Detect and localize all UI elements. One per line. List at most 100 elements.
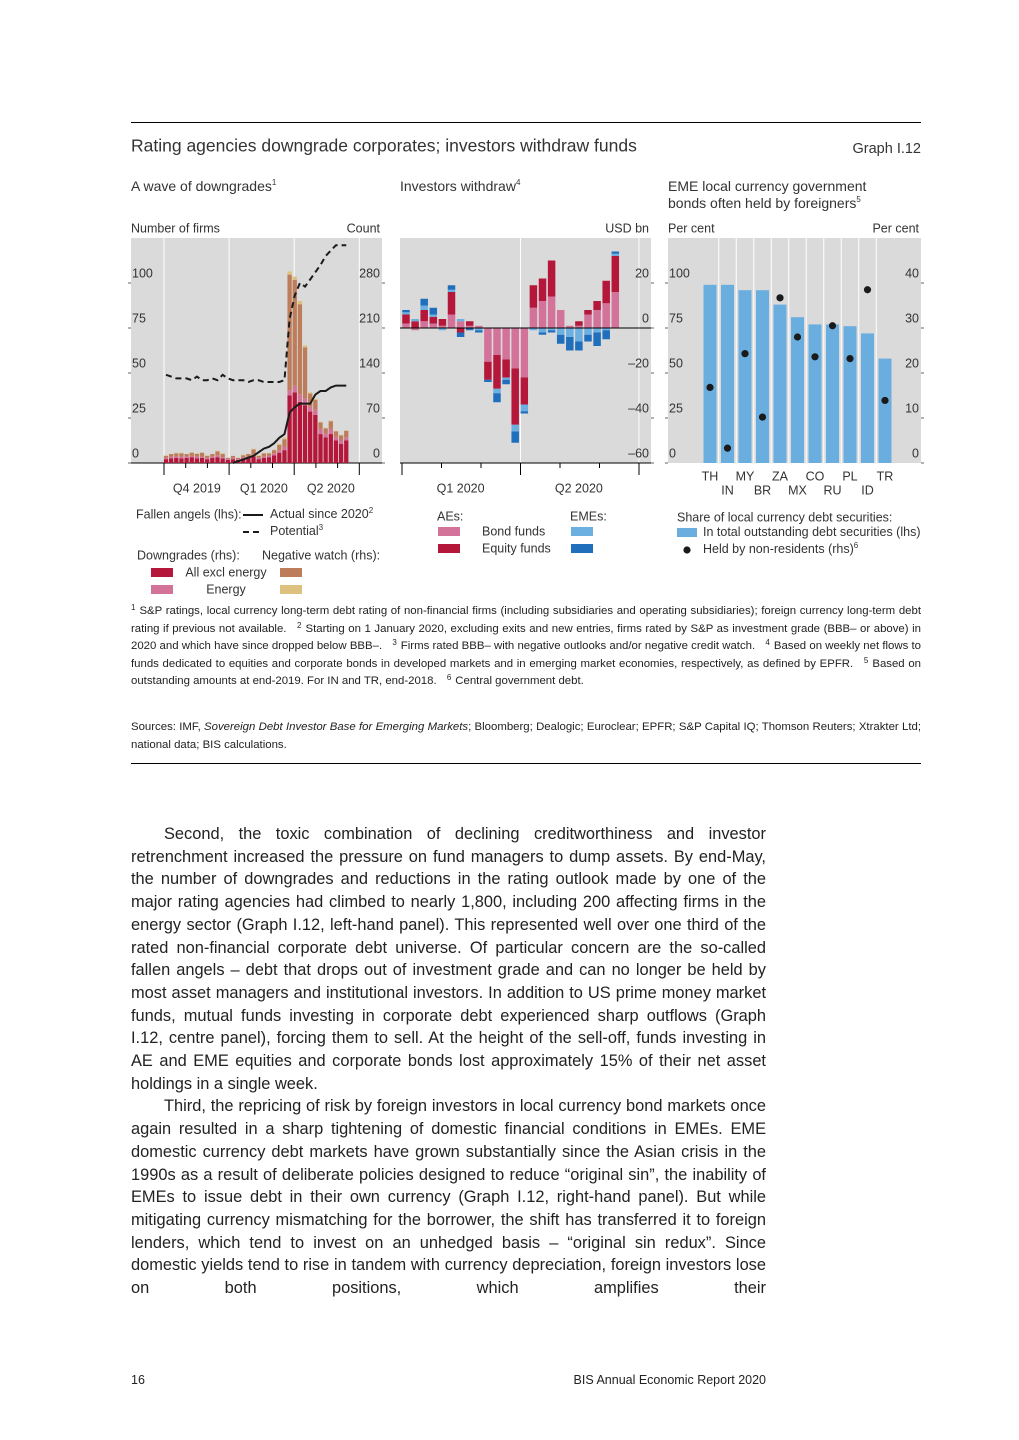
bar xyxy=(256,455,261,458)
legend-label: Actual since 20202 xyxy=(270,506,374,522)
bar xyxy=(344,437,349,441)
bar xyxy=(225,459,230,463)
bar xyxy=(302,398,308,406)
bar xyxy=(547,328,556,331)
panel-title: bonds often held by foreigners5 xyxy=(668,195,861,211)
bar xyxy=(179,456,184,459)
bar xyxy=(529,307,538,328)
bar xyxy=(210,457,215,463)
bar xyxy=(174,453,179,457)
y-tick-label: 0 xyxy=(669,446,676,460)
bar xyxy=(266,455,272,458)
bar xyxy=(493,328,501,355)
footnote-mark: 1 xyxy=(131,603,136,612)
bar xyxy=(302,347,308,399)
bar xyxy=(261,453,266,457)
bar xyxy=(556,334,565,344)
dot xyxy=(881,396,889,405)
bar xyxy=(313,409,318,415)
publication: BIS Annual Economic Report 2020 xyxy=(573,1373,766,1387)
bar xyxy=(843,326,857,463)
dot xyxy=(811,353,819,361)
dot xyxy=(793,333,802,341)
y-tick-label: 210 xyxy=(359,311,380,325)
footnote-mark: 4 xyxy=(765,638,770,647)
bar xyxy=(411,328,419,331)
bar xyxy=(189,452,194,456)
bar xyxy=(287,274,292,391)
y-tick-label: 25 xyxy=(132,401,146,415)
bar xyxy=(169,454,174,457)
bar xyxy=(484,328,492,362)
bar xyxy=(215,457,220,463)
bar xyxy=(272,455,277,463)
bar xyxy=(333,436,339,441)
legend-label-text: Potential xyxy=(270,524,319,538)
body-text: Second, the toxic combination of declini… xyxy=(131,823,766,1300)
y-tick-label: 50 xyxy=(132,356,146,370)
footnotes: 1 S&P ratings, local currency long-term d… xyxy=(131,603,921,691)
bar xyxy=(174,456,179,458)
note-mark: 6 xyxy=(854,541,859,550)
bar xyxy=(282,450,287,463)
bar xyxy=(235,459,241,460)
bar xyxy=(220,453,225,454)
bar xyxy=(456,328,465,333)
bar xyxy=(575,328,583,342)
dot xyxy=(706,383,714,391)
note-mark: 1 xyxy=(272,178,277,187)
bar xyxy=(493,388,501,394)
bar xyxy=(210,456,215,458)
bar xyxy=(163,457,169,460)
x-tick-label: PL xyxy=(842,469,857,483)
x-tick-label: TR xyxy=(877,469,894,483)
bar xyxy=(520,377,529,405)
legend-label: Bond funds xyxy=(482,524,545,538)
bar xyxy=(826,324,839,463)
bar xyxy=(287,390,292,396)
sources-text: Sources: IMF, xyxy=(131,721,205,733)
bar xyxy=(256,455,261,456)
panel-title: A wave of downgrades1 xyxy=(131,178,277,194)
bar xyxy=(333,430,339,432)
legend-label-text: Held by non-residents (rhs) xyxy=(703,542,854,556)
bar xyxy=(230,457,236,460)
bar xyxy=(338,440,344,444)
bar xyxy=(174,457,179,463)
x-tick-label: Q1 2020 xyxy=(437,481,485,495)
bar xyxy=(194,454,200,457)
bar xyxy=(502,377,510,380)
legend-label: Energy xyxy=(206,582,246,596)
bar xyxy=(194,456,200,459)
bar xyxy=(791,317,804,463)
bar xyxy=(808,324,822,463)
bar xyxy=(520,328,529,378)
bar xyxy=(241,457,246,459)
bar xyxy=(323,427,328,429)
plot-background xyxy=(131,238,382,463)
y-tick-label: 50 xyxy=(669,356,683,370)
y-tick-label: 10 xyxy=(905,401,919,415)
bar xyxy=(220,454,225,458)
bar xyxy=(277,445,282,451)
bar xyxy=(163,455,169,456)
bar xyxy=(205,459,210,463)
legend-swatch xyxy=(151,585,173,594)
legend-group-label: Downgrades (rhs): xyxy=(137,548,240,562)
bar xyxy=(703,284,717,463)
legend-swatch xyxy=(677,528,697,537)
bar xyxy=(292,276,297,280)
bar xyxy=(220,458,225,463)
y-tick-label: 75 xyxy=(669,311,683,325)
legend-group-label: Fallen angels (lhs): xyxy=(136,507,242,521)
bar xyxy=(402,314,410,324)
bar xyxy=(163,459,169,463)
bar xyxy=(584,310,592,315)
bar xyxy=(721,284,734,463)
bar xyxy=(602,330,610,340)
bar xyxy=(493,355,501,389)
sources-text: ; Bloomberg; Dealogic; Euroclear; EPFR; … xyxy=(131,721,921,751)
x-tick-label: Q2 2020 xyxy=(307,481,355,495)
bar xyxy=(266,452,272,454)
